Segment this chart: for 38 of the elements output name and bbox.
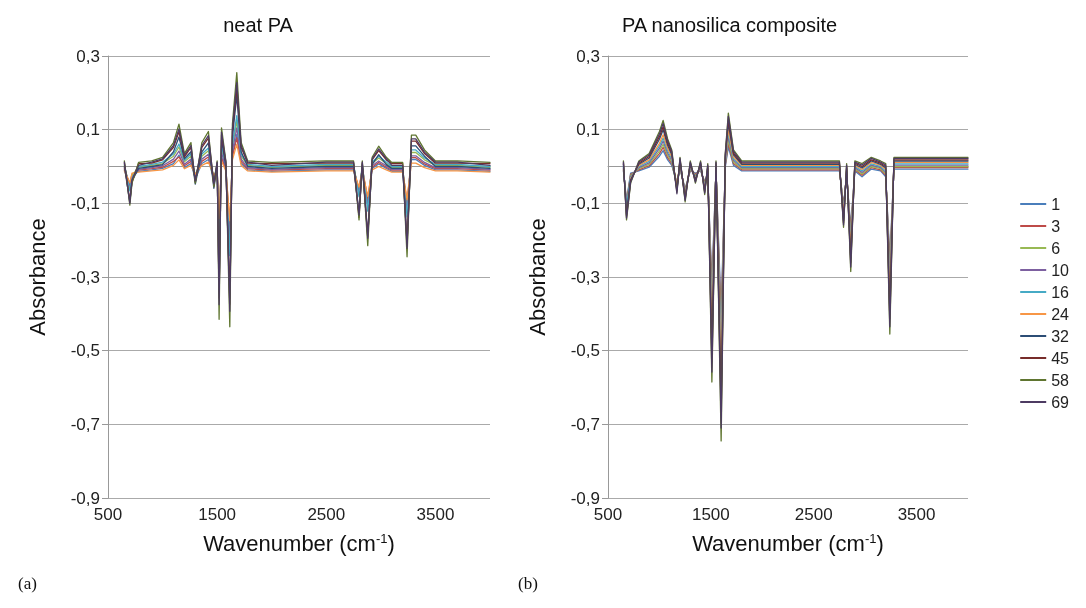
y-tick-label: -0,7 bbox=[570, 414, 600, 434]
x-tick-label: 3500 bbox=[416, 505, 455, 524]
y-tick-label: -0,1 bbox=[70, 193, 100, 213]
legend-label: 32 bbox=[1051, 327, 1070, 345]
x-tick-label: 2500 bbox=[794, 505, 833, 524]
x-tick-label: 500 bbox=[93, 505, 123, 524]
legend-label: 58 bbox=[1051, 371, 1070, 389]
chart-title: PA nanosilica composite bbox=[621, 14, 838, 36]
legend-label: 6 bbox=[1051, 239, 1061, 257]
y-tick-label: 0,3 bbox=[76, 46, 100, 66]
x-tick-label: 500 bbox=[593, 505, 623, 524]
y-tick-label: -0,5 bbox=[570, 341, 600, 361]
text: (b) bbox=[518, 574, 538, 593]
y-tick-label: -0,9 bbox=[570, 488, 600, 508]
y-axis-title: Absorbance bbox=[24, 218, 50, 336]
y-tick-label: -0,5 bbox=[70, 341, 100, 361]
x-tick-label: 3500 bbox=[897, 505, 936, 524]
y-tick-label: -0,9 bbox=[70, 488, 100, 508]
legend-label: 24 bbox=[1051, 305, 1070, 323]
legend-label: 1 bbox=[1051, 195, 1061, 213]
y-tick-label: 0,3 bbox=[576, 46, 600, 66]
x-tick-label: 2500 bbox=[307, 505, 346, 524]
y-axis-title: Absorbance bbox=[524, 218, 550, 336]
legend-label: 16 bbox=[1051, 283, 1070, 301]
legend-label: 10 bbox=[1051, 261, 1070, 279]
legend-label: 69 bbox=[1051, 393, 1070, 411]
y-tick-label: 0,1 bbox=[76, 120, 100, 140]
y-tick-label: -0,3 bbox=[570, 267, 600, 287]
y-tick-label: -0,7 bbox=[70, 414, 100, 434]
y-tick-label: 0,1 bbox=[576, 120, 600, 140]
x-tick-label: 1500 bbox=[691, 505, 730, 524]
legend-label: 45 bbox=[1051, 349, 1070, 367]
y-tick-label: -0,3 bbox=[70, 267, 100, 287]
chart-title: neat PA bbox=[223, 14, 294, 36]
x-tick-label: 1500 bbox=[198, 505, 237, 524]
legend-label: 3 bbox=[1051, 217, 1061, 235]
y-tick-label: -0,1 bbox=[570, 193, 600, 213]
text: (a) bbox=[18, 574, 37, 593]
